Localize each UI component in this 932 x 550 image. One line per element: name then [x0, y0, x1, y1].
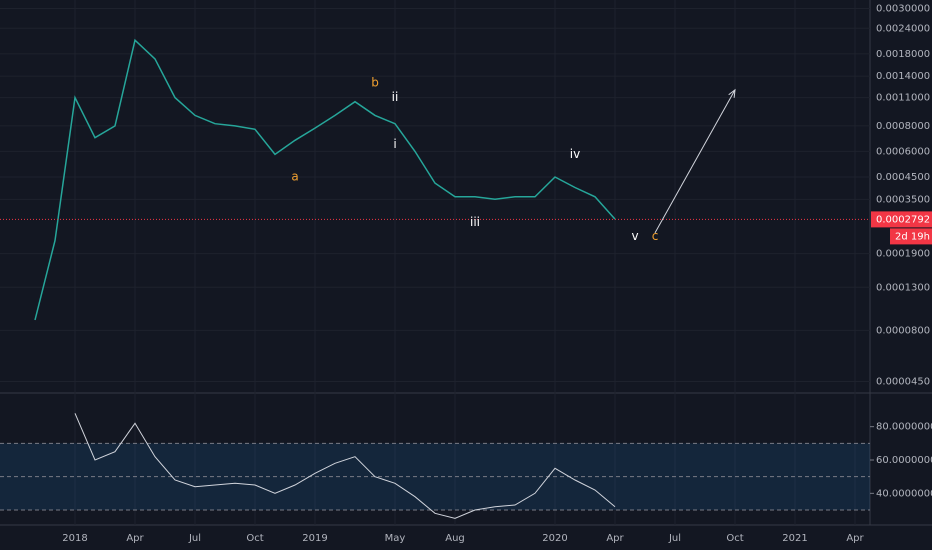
countdown-label: 2d 19h — [895, 231, 930, 242]
arrow-head — [728, 88, 736, 98]
wave-label: a — [291, 169, 298, 183]
wave-label: c — [652, 229, 659, 243]
y-tick-label: 0.0018000 — [876, 49, 930, 60]
y-tick-label: 0.0001300 — [876, 282, 930, 293]
wave-label: iii — [470, 215, 480, 229]
y-tick-label: 0.0001900 — [876, 249, 930, 260]
rsi-tick-label: 60.0000000 — [876, 455, 932, 466]
price-line — [34, 38, 616, 321]
rsi-tick-label: 40.0000000 — [876, 488, 932, 499]
x-tick-label: Jul — [188, 533, 201, 544]
wave-label: i — [393, 137, 396, 151]
y-tick-label: 0.0006000 — [876, 146, 930, 157]
wave-label: iv — [570, 147, 580, 161]
y-tick-label: 0.0000450 — [876, 377, 930, 388]
y-tick-label: 0.0011000 — [876, 93, 930, 104]
rsi-tick-label: 80.0000000 — [876, 422, 932, 433]
x-tick-label: 2021 — [782, 533, 807, 544]
y-tick-label: 0.0008000 — [876, 121, 930, 132]
x-tick-label: Apr — [126, 533, 144, 544]
last-price-box — [871, 211, 932, 228]
y-tick-label: 0.0004500 — [876, 172, 930, 183]
x-tick-label: Apr — [606, 533, 624, 544]
x-tick-label: Jul — [668, 533, 681, 544]
x-tick-label: 2018 — [62, 533, 87, 544]
y-tick-label: 0.0000800 — [876, 325, 930, 336]
x-tick-label: Apr — [846, 533, 864, 544]
x-tick-label: May — [385, 533, 406, 544]
wave-label: b — [371, 75, 379, 89]
rsi-line — [74, 413, 616, 519]
last-price-label: 0.0002792 — [876, 214, 930, 225]
y-tick-label: 0.0003500 — [876, 194, 930, 205]
x-tick-label: 2019 — [302, 533, 327, 544]
x-tick-label: 2020 — [542, 533, 567, 544]
countdown-box — [890, 228, 932, 245]
x-tick-label: Oct — [726, 533, 743, 544]
wave-label: ii — [392, 90, 399, 104]
projection-arrow — [654, 89, 736, 234]
y-tick-label: 0.0014000 — [876, 71, 930, 82]
y-tick-label: 0.0030000 — [876, 3, 930, 14]
wave-label: v — [631, 229, 638, 243]
x-tick-label: Oct — [246, 533, 263, 544]
y-tick-label: 0.0024000 — [876, 23, 930, 34]
x-tick-label: Aug — [445, 533, 465, 544]
